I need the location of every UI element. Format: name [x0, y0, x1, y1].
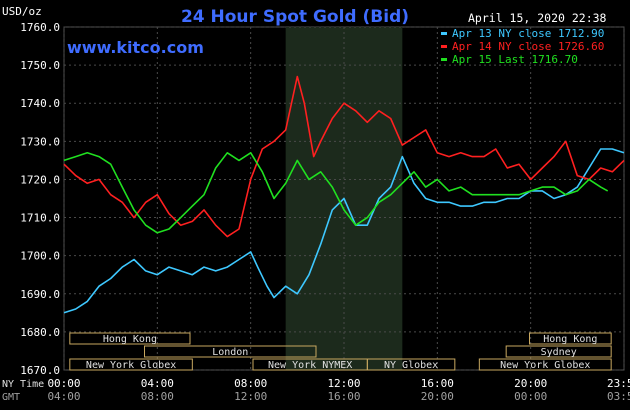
grid-lines [63, 26, 625, 371]
gmt-tick-label: 20:00 [421, 390, 454, 403]
session-label: New York Globex [500, 360, 590, 371]
ny-tick-label: 00:00 [47, 377, 80, 390]
y-tick-label: 1710.0 [20, 212, 60, 225]
gmt-tick-label: 16:00 [327, 390, 360, 403]
series-lines [63, 75, 625, 314]
y-tick-label: 1680.0 [20, 326, 60, 339]
plot-area: Hong Kong Hong Kong London Sydney New York G… [63, 26, 625, 371]
ny-tick-label: 04:00 [141, 377, 174, 390]
gmt-tick-label: 12:00 [234, 390, 267, 403]
session-label: New York NYMEX [268, 360, 352, 371]
session-bar [69, 358, 193, 371]
series-line-3 [63, 152, 609, 234]
timestamp: April 15, 2020 22:38 [468, 11, 607, 25]
y-tick-label: 1750.0 [20, 59, 60, 72]
units-label: USD/oz [2, 5, 42, 18]
session-bar [505, 345, 612, 358]
session-label: Hong Kong [103, 334, 157, 345]
legend-entry: Apr 13 NY close 1712.90 [452, 27, 604, 40]
session-bar [529, 332, 612, 345]
x-axis-ticks: 00:0004:0008:0012:0016:0020:0023:5904:00… [47, 377, 630, 403]
ny-tick-label: 20:00 [514, 377, 547, 390]
legend-swatch [441, 58, 447, 61]
series-line-2 [63, 75, 625, 238]
legend-swatch [441, 45, 447, 48]
session-bar [366, 358, 456, 371]
session-label: NY Globex [384, 360, 438, 371]
session-label: Hong Kong [543, 334, 597, 345]
gmt-tick-label: 00:00 [514, 390, 547, 403]
ny-tick-label: 12:00 [327, 377, 360, 390]
market-sessions: Hong Kong Hong Kong London Sydney New York G… [69, 332, 612, 371]
gmt-tick-label: 04:00 [47, 390, 80, 403]
y-tick-label: 1670.0 [20, 364, 60, 377]
y-tick-label: 1690.0 [20, 288, 60, 301]
gmt-tick-label: 03:59 [607, 390, 630, 403]
session-label: Sydney [541, 347, 577, 358]
session-bar [478, 358, 612, 371]
y-tick-label: 1740.0 [20, 97, 60, 110]
y-tick-label: 1760.0 [20, 21, 60, 34]
ny-tick-label: 16:00 [421, 377, 454, 390]
y-axis-ticks: 1670.0 1680.0 1690.0 1700.0 1710.0 1720.0 1730… [20, 21, 60, 377]
y-tick-label: 1730.0 [20, 135, 60, 148]
session-label: New York Globex [86, 360, 176, 371]
legend-entry: Apr 14 NY close 1726.60 [452, 40, 604, 53]
ny-tick-label: 23:59 [607, 377, 630, 390]
ny-time-label: NY Time [2, 379, 44, 390]
legend-swatch [441, 32, 447, 35]
chart-title: 24 Hour Spot Gold (Bid) [181, 7, 409, 27]
session-bar [69, 332, 191, 345]
session-bar [144, 345, 317, 358]
ny-tick-label: 08:00 [234, 377, 267, 390]
gmt-label: GMT [2, 392, 20, 403]
y-tick-label: 1720.0 [20, 173, 60, 186]
session-label: London [212, 347, 248, 358]
legend-entry: Apr 15 Last 1716.70 [452, 53, 578, 66]
website-watermark: www.kitco.com [67, 38, 204, 57]
y-tick-label: 1700.0 [20, 250, 60, 263]
gmt-tick-label: 08:00 [141, 390, 174, 403]
